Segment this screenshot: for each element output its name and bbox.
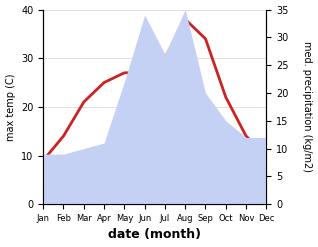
Y-axis label: max temp (C): max temp (C) xyxy=(5,73,16,141)
Y-axis label: med. precipitation (kg/m2): med. precipitation (kg/m2) xyxy=(302,41,313,172)
X-axis label: date (month): date (month) xyxy=(108,228,201,242)
